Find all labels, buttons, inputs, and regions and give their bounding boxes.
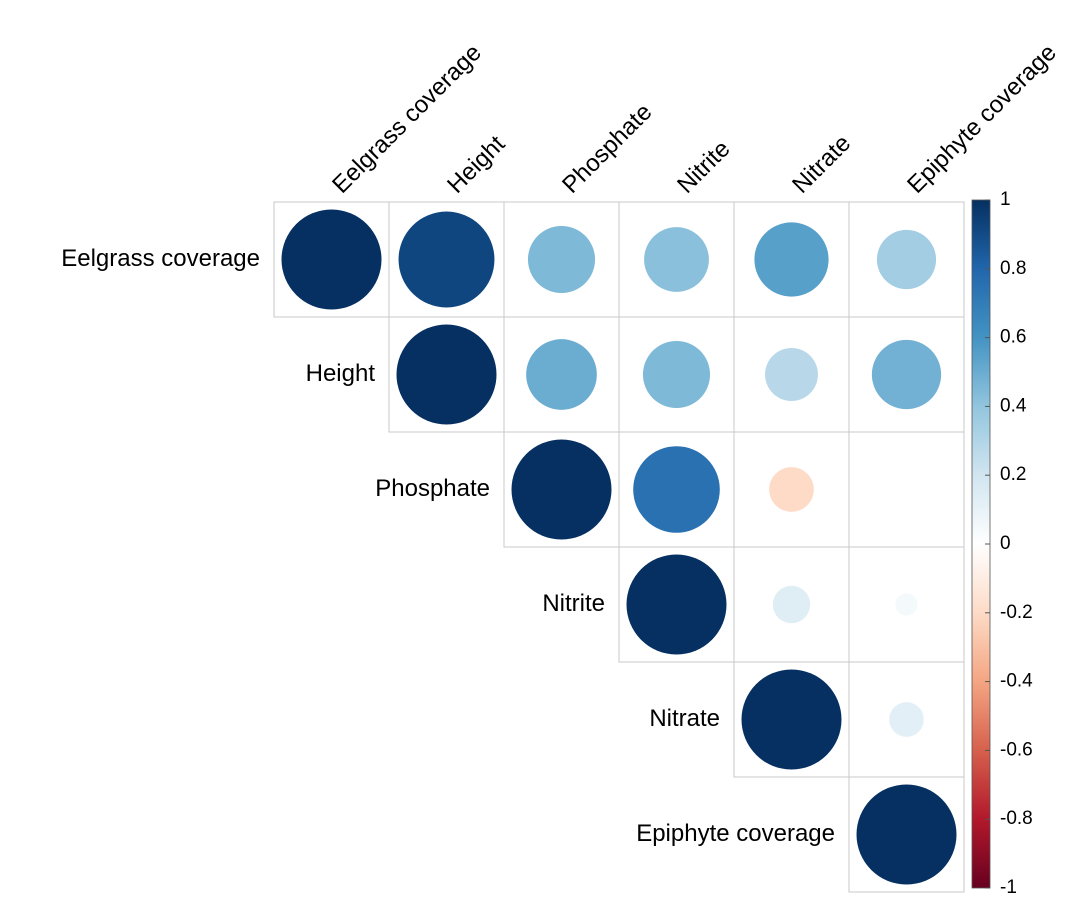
cell (848, 776, 965, 893)
corr-circle (398, 211, 495, 308)
row-label: Phosphate (375, 475, 490, 502)
colorbar-tick-label: 0.2 (1000, 464, 1026, 485)
corr-circle (765, 348, 818, 401)
corr-circle (396, 324, 497, 425)
colorbar-tick-label: 1 (1000, 189, 1011, 210)
colorbar-tick-label: -0.6 (1000, 739, 1033, 760)
corr-circle (281, 209, 382, 310)
column-label: Epiphyte coverage (902, 39, 1062, 199)
column-label: Nitrite (672, 135, 735, 198)
corr-circle (626, 554, 727, 655)
corr-circle (895, 593, 918, 616)
corr-circle (526, 339, 597, 410)
corr-circle (527, 225, 596, 294)
colorbar-tick-label: 0.4 (1000, 395, 1027, 416)
column-label: Nitrate (787, 130, 856, 199)
row-label: Height (306, 360, 376, 387)
row-label: Epiphyte coverage (636, 820, 835, 847)
row-label: Nitrite (542, 590, 605, 617)
column-label: Phosphate (557, 98, 657, 198)
row-label: Eelgrass coverage (61, 245, 260, 272)
colorbar-tick-label: -0.4 (1000, 671, 1033, 692)
corr-circle (876, 229, 937, 290)
colorbar-tick-label: -0.8 (1000, 808, 1033, 829)
corr-circle (633, 446, 720, 533)
corr-circle (642, 340, 711, 409)
corr-circle (769, 467, 814, 512)
colorbar-tick-label: -0.2 (1000, 602, 1033, 623)
corr-circle (871, 339, 942, 410)
colorbar-tick-label: -1 (1000, 877, 1017, 898)
colorbar-tick-label: 0 (1000, 533, 1011, 554)
corr-circle (856, 784, 957, 885)
colorbar-tick-label: 0.6 (1000, 327, 1026, 348)
colorbar-tick-label: 0.8 (1000, 258, 1026, 279)
cell (848, 431, 965, 548)
corr-circle (644, 227, 709, 292)
corr-circle (889, 702, 924, 737)
corr-circle (511, 439, 612, 540)
corr-circle (772, 585, 811, 624)
corr-circle (754, 222, 829, 297)
row-label: Nitrate (649, 705, 720, 732)
corr-circle (741, 669, 842, 770)
column-label: Height (442, 130, 510, 198)
